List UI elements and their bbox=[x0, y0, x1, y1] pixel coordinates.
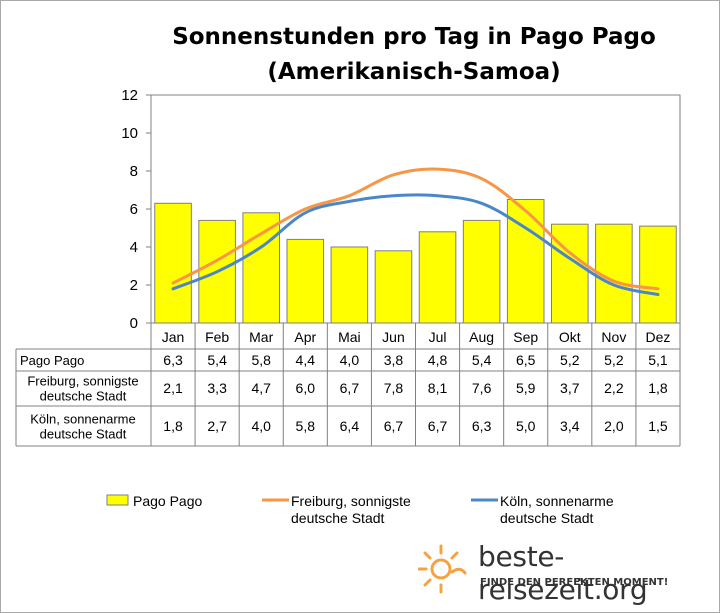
x-tick-label: Okt bbox=[559, 329, 581, 345]
table-cell: 3,7 bbox=[560, 380, 580, 396]
table-cell: 3,8 bbox=[384, 352, 404, 368]
table-cell: 4,0 bbox=[251, 418, 271, 434]
brand-slogan: FINDE DEN PERFEKTEN MOMENT! bbox=[480, 577, 669, 588]
legend-label: deutsche Stadt bbox=[500, 510, 594, 526]
x-tick-label: Mar bbox=[249, 329, 273, 345]
bar bbox=[286, 238, 325, 324]
legend-label: Pago Pago bbox=[133, 493, 202, 509]
x-tick-label: Jun bbox=[382, 329, 405, 345]
table-cell: 6,3 bbox=[472, 418, 492, 434]
bar bbox=[639, 225, 677, 324]
x-tick-label: Nov bbox=[601, 329, 626, 345]
table-cell: 6,5 bbox=[516, 352, 536, 368]
table-cell: 5,9 bbox=[516, 380, 536, 396]
series-line-koeln bbox=[171, 193, 660, 296]
x-tick-label: Feb bbox=[205, 329, 229, 345]
y-tick-label: 4 bbox=[130, 239, 138, 256]
bar bbox=[154, 202, 192, 324]
table-cell: 5,8 bbox=[296, 418, 316, 434]
table-row-label: deutsche Stadt bbox=[40, 427, 127, 442]
chart-title: Sonnenstunden pro Tag in Pago Pago bbox=[172, 24, 656, 50]
table-cell: 6,7 bbox=[384, 418, 404, 434]
table-cell: 7,6 bbox=[472, 380, 492, 396]
y-tick-label: 6 bbox=[130, 201, 138, 218]
y-tick-label: 12 bbox=[121, 87, 138, 104]
bar bbox=[506, 199, 545, 324]
table-cell: 2,1 bbox=[163, 380, 183, 396]
bar bbox=[462, 219, 501, 324]
bar bbox=[374, 250, 413, 324]
table-cell: 1,5 bbox=[648, 418, 668, 434]
table-cell: 5,4 bbox=[472, 352, 492, 368]
table-cell: 5,0 bbox=[516, 418, 536, 434]
sun-icon bbox=[418, 544, 467, 594]
table-cell: 4,8 bbox=[428, 352, 448, 368]
table-cell: 6,7 bbox=[428, 418, 448, 434]
x-tick-label: Dez bbox=[646, 329, 671, 345]
series-line-freiburg bbox=[171, 167, 660, 291]
table-cell: 7,8 bbox=[384, 380, 404, 396]
table-cell: 4,7 bbox=[251, 380, 271, 396]
table-cell: 4,0 bbox=[340, 352, 360, 368]
table-row-label: deutsche Stadt bbox=[40, 389, 127, 404]
table-row-label: Freiburg, sonnigste bbox=[27, 374, 138, 389]
table-cell: 6,4 bbox=[340, 418, 360, 434]
x-tick-label: Jul bbox=[429, 329, 447, 345]
table-row-label: Köln, sonnenarme bbox=[30, 412, 136, 427]
table-cell: 1,8 bbox=[648, 380, 668, 396]
brand-name: beste-reisezeit.org bbox=[478, 540, 648, 606]
table-cell: 2,0 bbox=[604, 418, 624, 434]
bar bbox=[330, 246, 369, 324]
y-tick-label: 2 bbox=[130, 277, 138, 294]
table-cell: 6,7 bbox=[340, 380, 360, 396]
bar bbox=[198, 219, 236, 324]
table-cell: 5,2 bbox=[604, 352, 624, 368]
table-cell: 5,1 bbox=[648, 352, 668, 368]
table-cell: 6,0 bbox=[296, 380, 316, 396]
y-tick-label: 10 bbox=[121, 125, 138, 142]
table-cell: 4,4 bbox=[296, 352, 316, 368]
table-cell: 5,4 bbox=[207, 352, 227, 368]
table-row-label: Pago Pago bbox=[20, 353, 84, 368]
table-cell: 5,8 bbox=[251, 352, 271, 368]
x-tick-label: Jan bbox=[162, 329, 185, 345]
chart-subtitle: (Amerikanisch-Samoa) bbox=[267, 59, 560, 85]
bar bbox=[550, 223, 589, 324]
y-tick-label: 8 bbox=[130, 163, 138, 180]
legend-swatch-pago-pago bbox=[106, 494, 129, 506]
table-cell: 6,3 bbox=[163, 352, 183, 368]
table-cell: 2,7 bbox=[207, 418, 227, 434]
table-cell: 1,8 bbox=[163, 418, 183, 434]
x-tick-label: Apr bbox=[294, 329, 316, 345]
legend-label: Köln, sonnenarme bbox=[500, 493, 614, 509]
x-tick-label: Aug bbox=[469, 329, 494, 345]
table-cell: 2,2 bbox=[604, 380, 624, 396]
bar bbox=[242, 212, 281, 324]
legend-label: Freiburg, sonnigste bbox=[291, 493, 411, 509]
table-cell: 8,1 bbox=[428, 380, 448, 396]
legend-label: deutsche Stadt bbox=[291, 510, 385, 526]
x-tick-label: Sep bbox=[513, 329, 538, 345]
y-tick-label: 0 bbox=[130, 315, 138, 332]
x-tick-label: Mai bbox=[338, 329, 361, 345]
table-cell: 5,2 bbox=[560, 352, 580, 368]
table-cell: 3,3 bbox=[207, 380, 227, 396]
table-cell: 3,4 bbox=[560, 418, 580, 434]
bar bbox=[418, 231, 457, 324]
